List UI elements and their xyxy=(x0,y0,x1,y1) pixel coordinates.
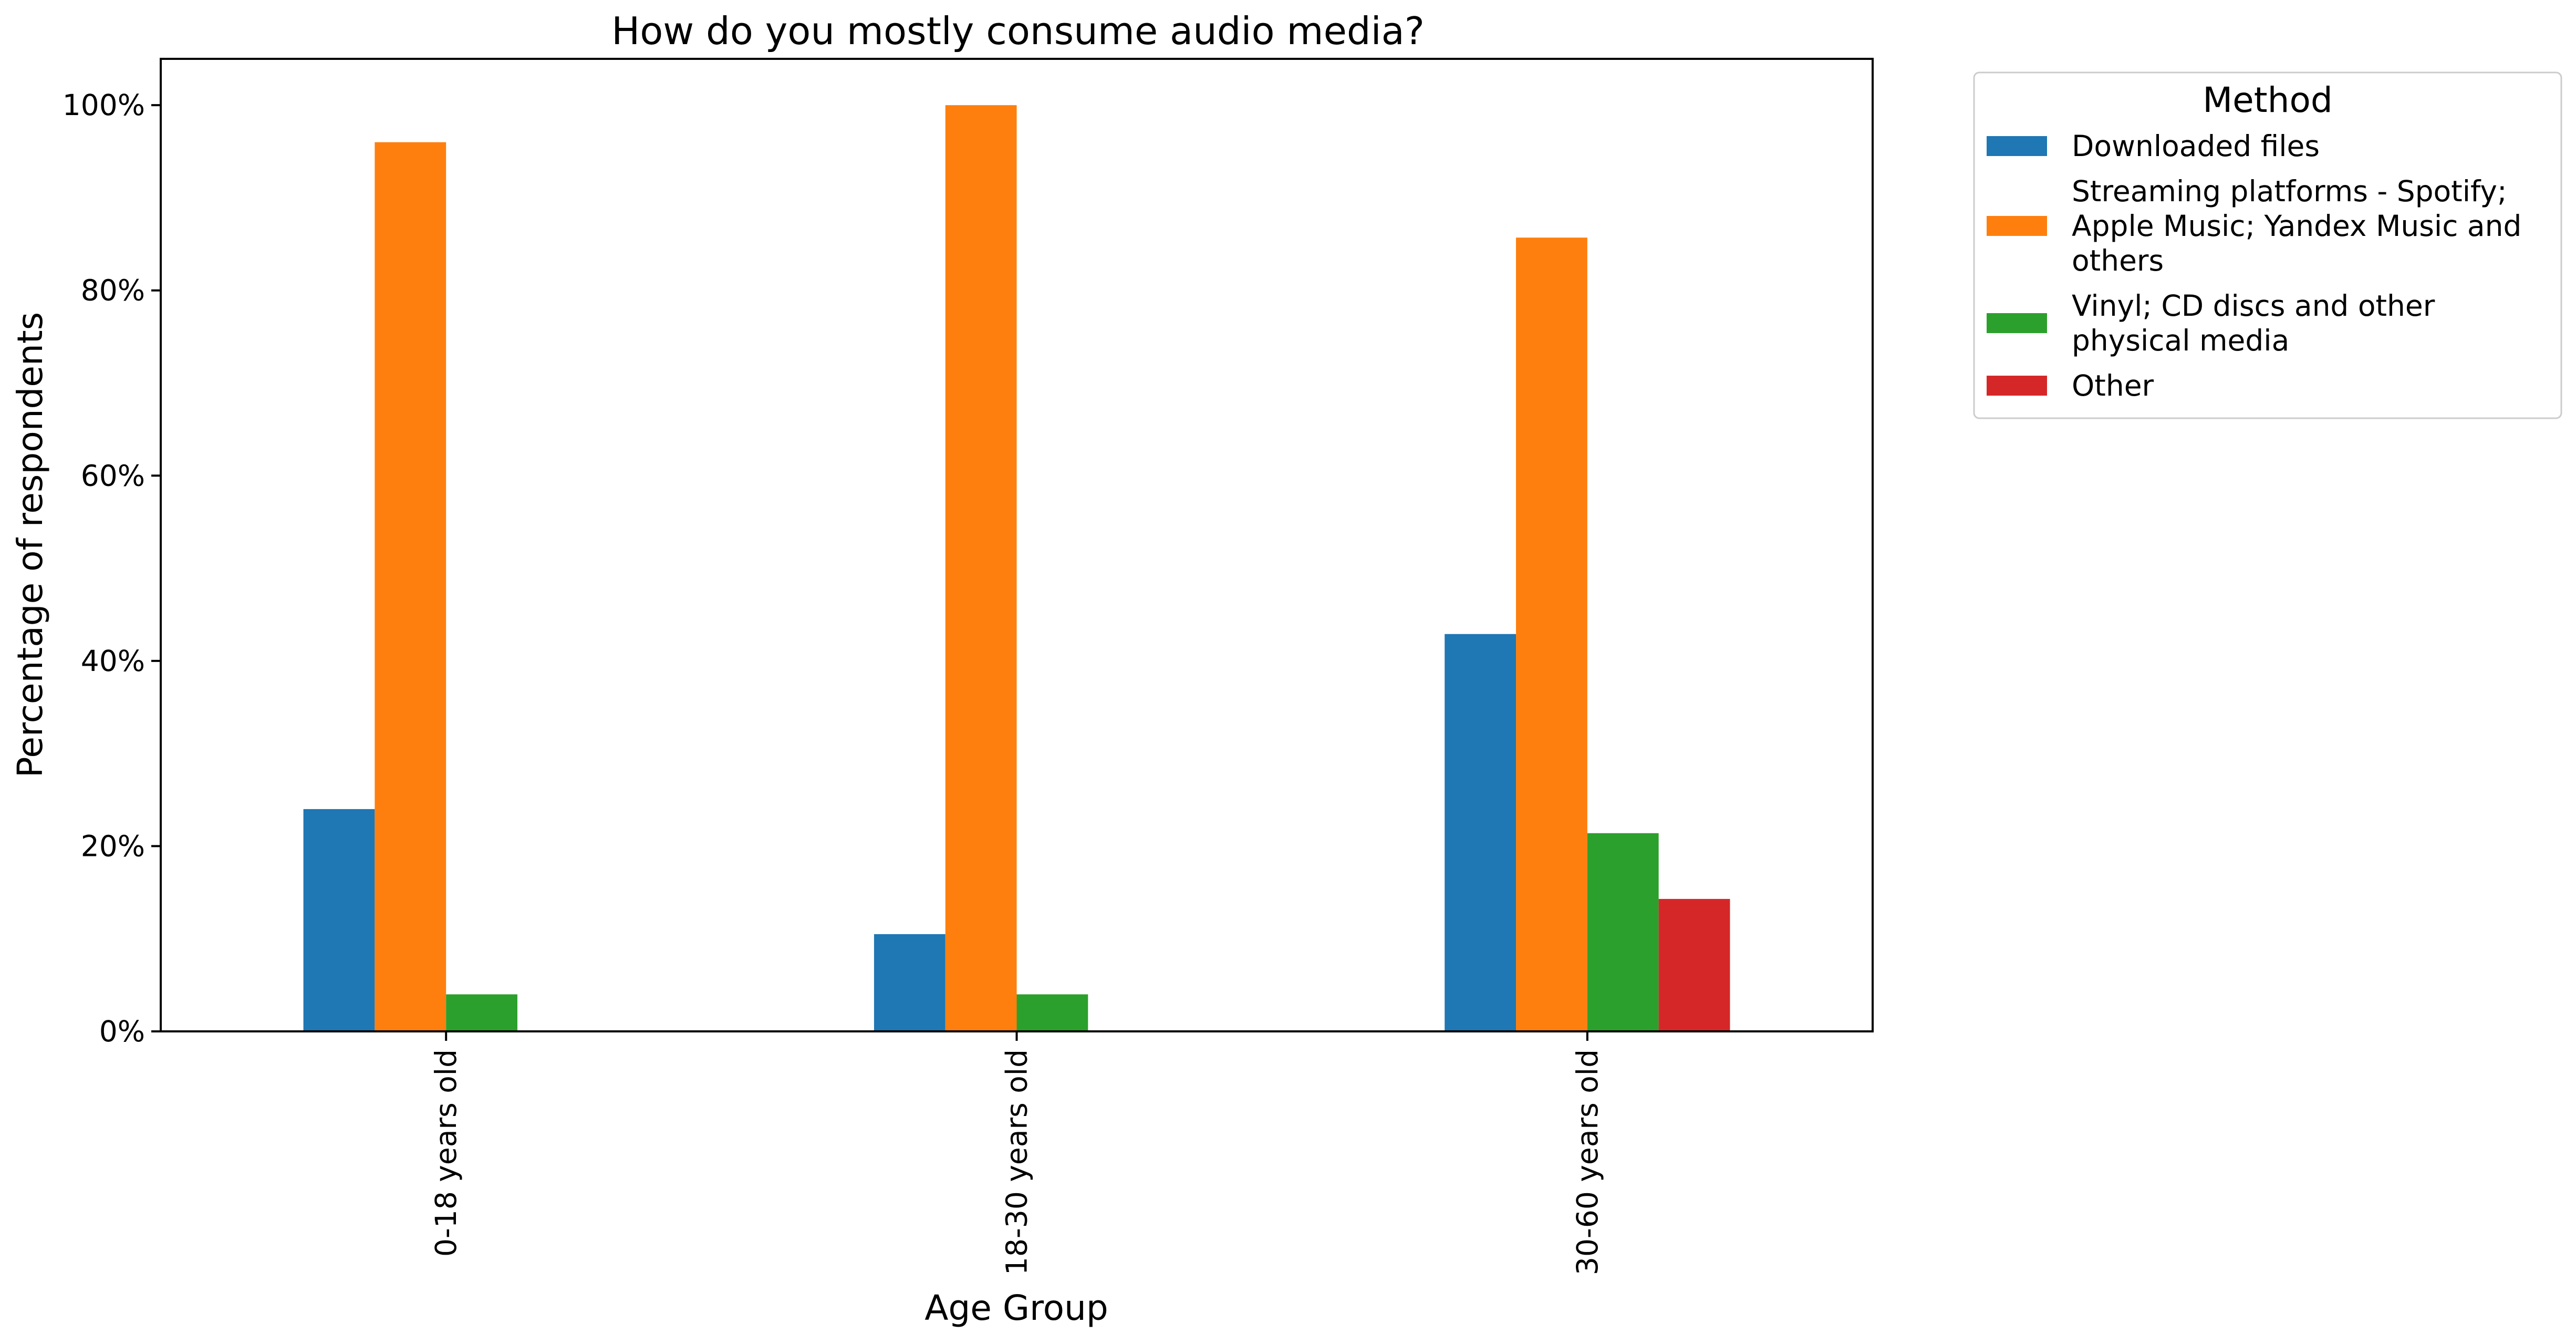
legend-label: Downloaded files xyxy=(2072,129,2320,163)
legend-title: Method xyxy=(2203,80,2333,120)
chart-title: How do you mostly consume audio media? xyxy=(611,9,1425,53)
legend-label: Vinyl; CD discs and other xyxy=(2072,289,2435,323)
legend-label: others xyxy=(2072,244,2164,277)
legend-label: physical media xyxy=(2072,324,2289,357)
bar-streaming-platforms-spot-30-60-years-old xyxy=(1516,237,1587,1031)
legend-swatch-downloaded-files xyxy=(1987,136,2047,156)
bar-vinyl-cd-discs-and-other-0-18-years-old xyxy=(446,994,517,1031)
bar-downloaded-files-30-60-years-old xyxy=(1445,634,1516,1031)
y-tick-label: 0% xyxy=(99,1015,145,1048)
legend-swatch-other xyxy=(1987,376,2047,396)
x-tick-label: 0-18 years old xyxy=(429,1049,463,1257)
bar-streaming-platforms-spot-0-18-years-old xyxy=(375,142,446,1032)
bar-vinyl-cd-discs-and-other-30-60-years-old xyxy=(1587,833,1659,1031)
legend-swatch-streaming-platforms-spot xyxy=(1987,216,2047,236)
legend: Method Downloaded files Streaming platfor… xyxy=(1973,71,2562,419)
y-tick-label: 20% xyxy=(81,829,145,863)
y-axis: 0% 20% 40% 60% 80% 100% xyxy=(63,88,161,1048)
x-axis: 0-18 years old 18-30 years old 30-60 years… xyxy=(429,1031,1604,1275)
bar-other-30-60-years-old xyxy=(1658,898,1730,1031)
y-tick-label: 100% xyxy=(63,88,145,122)
bar-downloaded-files-18-30-years-old xyxy=(874,934,946,1031)
plot-frame xyxy=(160,58,1874,1032)
x-tick-label: 30-60 years old xyxy=(1571,1049,1604,1275)
legend-swatch-vinyl-cd-discs-and-other xyxy=(1987,313,2047,333)
x-axis-label: Age Group xyxy=(925,1288,1108,1328)
legend-label: Other xyxy=(2072,369,2154,402)
bar-vinyl-cd-discs-and-other-18-30-years-old xyxy=(1016,994,1088,1031)
bar-downloaded-files-0-18-years-old xyxy=(303,809,375,1031)
legend-label: Streaming platforms - Spotify; xyxy=(2072,174,2507,208)
bars-group xyxy=(303,105,1730,1032)
y-tick-label: 80% xyxy=(81,274,145,307)
y-tick-label: 60% xyxy=(81,459,145,492)
y-axis-label: Percentage of respondents xyxy=(10,312,50,778)
bar-streaming-platforms-spot-18-30-years-old xyxy=(945,105,1017,1032)
legend-frame xyxy=(1973,71,2562,419)
legend-label: Apple Music; Yandex Music and xyxy=(2072,209,2521,243)
x-tick-label: 18-30 years old xyxy=(1000,1049,1034,1275)
y-tick-label: 40% xyxy=(81,644,145,678)
